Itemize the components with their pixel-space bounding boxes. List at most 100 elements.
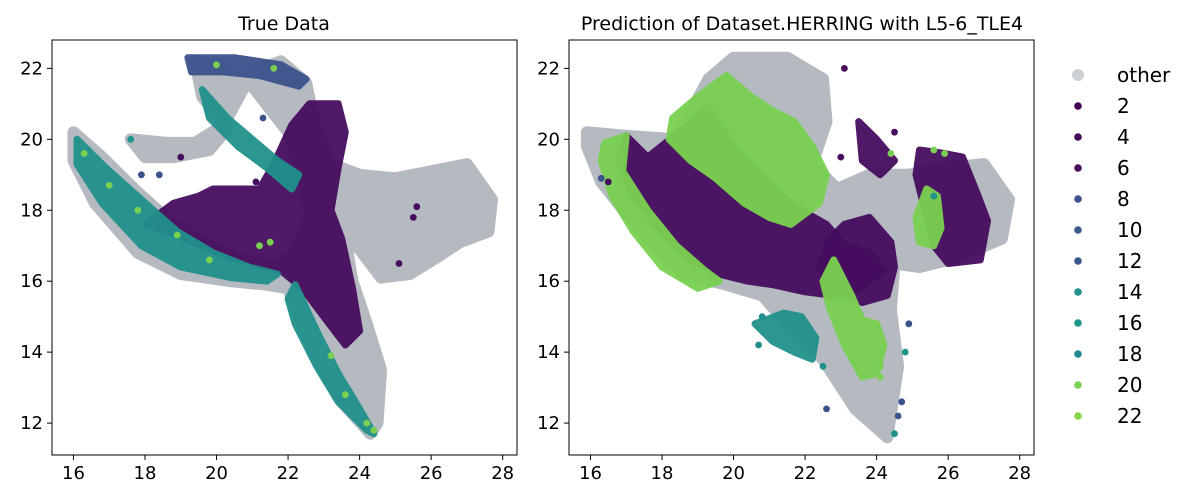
scatter-point bbox=[597, 174, 605, 182]
legend-label: 4 bbox=[1117, 125, 1130, 149]
scatter-point bbox=[155, 171, 163, 179]
scatter-point bbox=[930, 192, 938, 200]
x-tick-label: 28 bbox=[1008, 463, 1031, 484]
scatter-point bbox=[941, 150, 948, 157]
x-tick-label: 26 bbox=[937, 463, 960, 484]
x-tick-label: 18 bbox=[134, 463, 157, 484]
legend-marker bbox=[1074, 350, 1082, 358]
legend-label: 12 bbox=[1117, 249, 1142, 273]
scatter-point bbox=[604, 178, 612, 186]
x-tick-label: 22 bbox=[794, 463, 817, 484]
scatter-point bbox=[905, 320, 913, 328]
legend-label: 20 bbox=[1117, 373, 1142, 397]
point-cloud-20 bbox=[597, 132, 723, 292]
x-tick-label: 28 bbox=[491, 463, 514, 484]
legend-marker bbox=[1074, 164, 1082, 172]
legend-label: other bbox=[1117, 63, 1171, 87]
y-tick-label: 18 bbox=[20, 200, 43, 221]
panel-title: True Data bbox=[237, 13, 330, 35]
scatter-point bbox=[177, 153, 185, 161]
x-tick-label: 20 bbox=[722, 463, 745, 484]
scatter-point bbox=[105, 182, 113, 189]
point-cloud-6 bbox=[855, 118, 898, 179]
x-tick-label: 16 bbox=[62, 463, 85, 484]
scatter-point bbox=[173, 231, 181, 239]
scatter-point bbox=[841, 65, 848, 72]
legend-label: 16 bbox=[1117, 311, 1142, 335]
y-tick-label: 16 bbox=[537, 271, 560, 292]
scatter-point bbox=[823, 405, 830, 413]
x-tick-label: 18 bbox=[651, 463, 674, 484]
legend: other 2 4 6 8 10 12 14 16 18 20 22 bbox=[1072, 63, 1171, 428]
scatter-point bbox=[755, 341, 762, 349]
x-tick-label: 24 bbox=[865, 463, 888, 484]
panel-title: Prediction of Dataset.HERRING with L5-6_… bbox=[581, 13, 1023, 35]
scatter-point bbox=[413, 203, 421, 211]
scatter-point bbox=[395, 260, 403, 267]
legend-marker bbox=[1074, 102, 1082, 110]
legend-marker bbox=[1074, 319, 1082, 327]
axes-frame bbox=[51, 39, 518, 456]
y-tick-label: 16 bbox=[20, 271, 43, 292]
legend-marker bbox=[1074, 288, 1082, 296]
legend-label: 8 bbox=[1117, 187, 1130, 211]
y-tick-label: 18 bbox=[537, 200, 560, 221]
legend-label: 14 bbox=[1117, 280, 1142, 304]
y-tick-label: 12 bbox=[20, 413, 43, 434]
legend-label: 18 bbox=[1117, 342, 1142, 366]
legend-label: 6 bbox=[1117, 156, 1130, 180]
scatter-point bbox=[887, 150, 895, 157]
point-cloud-14 bbox=[284, 281, 378, 438]
legend-marker bbox=[1074, 381, 1082, 389]
x-tick-label: 22 bbox=[277, 463, 300, 484]
scatter-point bbox=[837, 153, 845, 161]
panel-prediction: Prediction of Dataset.HERRING with L5-6_… bbox=[537, 13, 1035, 484]
legend-label: 2 bbox=[1117, 94, 1130, 118]
x-tick-label: 24 bbox=[348, 463, 371, 484]
y-axis: 12 14 16 18 20 22 bbox=[537, 58, 569, 434]
scatter-point bbox=[259, 114, 267, 122]
legend-marker bbox=[1074, 226, 1082, 234]
scatter-point bbox=[127, 135, 135, 143]
scatter-point bbox=[206, 256, 213, 264]
scatter-point bbox=[134, 206, 142, 214]
legend-marker bbox=[1074, 257, 1082, 265]
plot-area bbox=[580, 51, 1015, 444]
legend-marker bbox=[1074, 195, 1082, 203]
x-axis: 16 18 20 22 24 26 28 bbox=[62, 455, 514, 484]
point-cloud-20 bbox=[912, 185, 945, 250]
scatter-point bbox=[80, 150, 88, 157]
y-tick-label: 14 bbox=[20, 342, 43, 363]
y-tick-label: 22 bbox=[20, 58, 43, 79]
scatter-point bbox=[891, 430, 898, 438]
legend-label: 10 bbox=[1117, 218, 1142, 242]
scatter-point bbox=[758, 313, 766, 321]
scatter-point bbox=[266, 238, 274, 246]
scatter-point bbox=[363, 419, 371, 427]
scatter-point bbox=[819, 362, 827, 370]
scatter-point bbox=[256, 242, 263, 250]
plot-area bbox=[67, 54, 498, 440]
panel-true-data: True Data 16 18 20 22 24 26 28 12 14 16 18 20 22 bbox=[20, 13, 518, 484]
scatter-point bbox=[252, 178, 260, 186]
legend-marker bbox=[1074, 412, 1082, 420]
scatter-point bbox=[370, 426, 378, 434]
scatter-point bbox=[876, 373, 884, 381]
axes-frame bbox=[568, 39, 1035, 456]
scatter-point bbox=[876, 362, 884, 370]
x-tick-label: 16 bbox=[579, 463, 602, 484]
y-tick-label: 20 bbox=[537, 129, 560, 150]
scatter-point bbox=[930, 146, 938, 154]
point-cloud-14 bbox=[198, 86, 303, 193]
legend-marker bbox=[1074, 133, 1082, 141]
y-tick-label: 14 bbox=[537, 342, 560, 363]
y-tick-label: 22 bbox=[537, 58, 560, 79]
scatter-point bbox=[901, 348, 909, 356]
y-axis: 12 14 16 18 20 22 bbox=[20, 58, 52, 434]
legend-label: 22 bbox=[1117, 404, 1142, 428]
point-cloud-14 bbox=[751, 309, 820, 363]
point-cloud-14 bbox=[73, 135, 281, 285]
legend-marker bbox=[1072, 69, 1084, 81]
scatter-point bbox=[409, 214, 417, 221]
scatter-point bbox=[138, 171, 145, 179]
